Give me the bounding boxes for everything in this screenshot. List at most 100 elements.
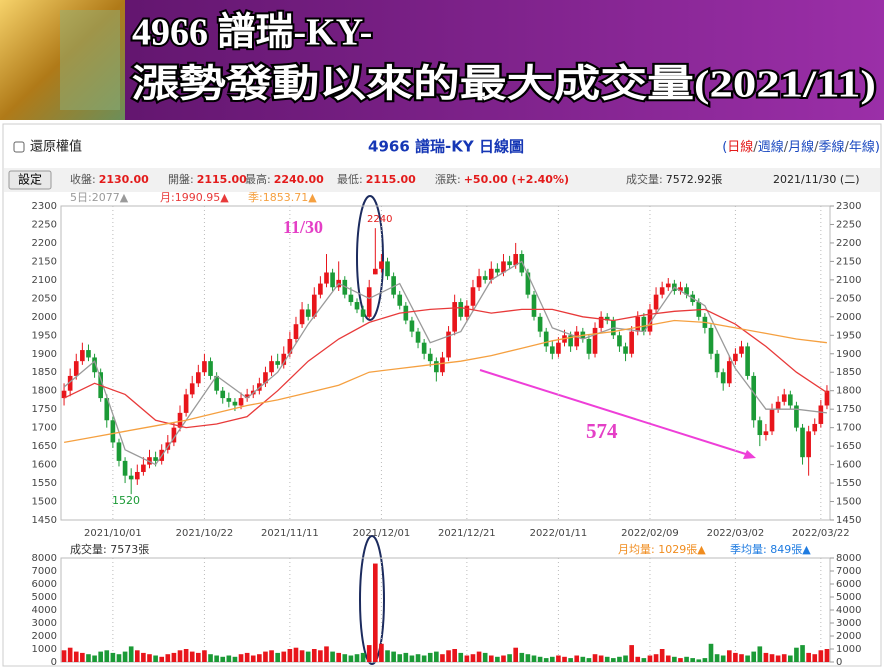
y-tick-label: 1750: [32, 404, 57, 415]
candle-body: [263, 372, 268, 384]
y-tick-label-right: 2200: [836, 238, 861, 249]
volume-bar: [623, 655, 628, 662]
quote-item: 最低: 2115.00: [337, 173, 416, 186]
volume-bar: [452, 649, 457, 662]
quote-date: 2021/11/30 (二): [773, 173, 859, 186]
period-link[interactable]: 年線: [849, 139, 875, 155]
x-tick-label: 2021/10/01: [84, 528, 142, 539]
y-tick-label: 1600: [32, 460, 57, 471]
candle-body: [202, 361, 207, 373]
quote-value: 7572.92張: [666, 173, 723, 186]
candle-body: [476, 276, 482, 288]
candle-body: [781, 394, 787, 402]
volume-bar: [409, 655, 415, 662]
volume-bar: [305, 651, 311, 662]
volume-bar: [134, 650, 140, 662]
volume-tick-label: 2000: [32, 631, 57, 642]
volume-tick-label-right: 1000: [836, 644, 861, 655]
volume-bar: [122, 651, 128, 662]
candle-body: [305, 309, 311, 317]
candle-body: [586, 338, 592, 354]
x-tick-label: 2022/03/02: [707, 528, 765, 539]
y-tick-label: 1450: [32, 515, 57, 526]
period-link[interactable]: 月線: [788, 139, 814, 155]
volume-bar: [794, 647, 799, 662]
candle-body: [372, 268, 378, 275]
candle-body: [574, 331, 580, 347]
checkbox-label[interactable]: 還原權值: [30, 139, 82, 155]
volume-bar: [250, 655, 256, 662]
candle-body: [415, 331, 421, 343]
x-tick-label: 2021/12/01: [353, 528, 411, 539]
candle-body: [421, 342, 427, 354]
candle-body: [751, 375, 757, 421]
legend-entry: 季:1853.71▲: [248, 191, 317, 204]
volume-bar: [165, 654, 171, 662]
volume-bar: [800, 645, 805, 662]
checkbox[interactable]: [13, 141, 25, 153]
volume-bar: [391, 651, 396, 662]
volume-tick-label-right: 7000: [836, 566, 861, 577]
period-link[interactable]: 季線: [819, 139, 845, 155]
candle-body: [128, 475, 134, 480]
volume-tick-label-right: 5000: [836, 592, 861, 603]
candle-body: [177, 412, 183, 428]
settings-button-label[interactable]: 設定: [18, 172, 42, 187]
volume-bar: [348, 655, 354, 662]
volume-bar: [763, 652, 769, 662]
moving-average: [63, 306, 828, 429]
period-separator: /: [753, 140, 758, 155]
volume-bar: [531, 655, 537, 662]
candle-body: [733, 353, 738, 362]
candle-body: [110, 420, 116, 443]
quote-bar: [4, 168, 880, 192]
candle-body: [299, 309, 305, 325]
candle-body: [397, 294, 403, 306]
banner: [0, 0, 884, 120]
candle-body: [653, 294, 659, 310]
candle-body: [531, 294, 537, 317]
candle-body: [208, 361, 213, 376]
volume-bar: [318, 650, 323, 662]
annotation: 574: [586, 419, 618, 443]
quote-label: 最高:: [245, 172, 271, 186]
candle-body: [482, 276, 488, 280]
volume-bar: [311, 649, 317, 662]
volume-bar: [110, 652, 116, 662]
y-tick-label-right: 1650: [836, 441, 861, 452]
quote-item: 收盤: 2130.00: [70, 172, 149, 186]
candle-body: [360, 309, 366, 317]
y-tick-label-right: 1950: [836, 330, 861, 341]
candle-body: [519, 254, 525, 273]
candle-body: [366, 287, 372, 317]
moving-average: [63, 319, 827, 444]
candle-body: [617, 335, 622, 347]
candle-body: [348, 294, 354, 303]
x-tick-label: 2022/01/11: [530, 528, 588, 539]
candle-body: [116, 442, 122, 461]
volume-bar: [665, 655, 671, 662]
candle-body: [488, 268, 494, 280]
volume-bar: [116, 654, 122, 662]
candle-body: [635, 316, 641, 332]
quote-value: 2240.00: [274, 173, 324, 186]
volume-bar: [537, 656, 543, 662]
volume-tick-label: 8000: [32, 553, 57, 564]
volume-bar: [788, 655, 793, 662]
highlight-ellipse: [359, 535, 385, 665]
volume-bar: [421, 655, 427, 662]
candle-body: [598, 316, 604, 328]
x-tick-label: 2022/03/22: [792, 528, 850, 539]
x-tick-label: 2021/12/21: [438, 528, 496, 539]
volume-tick-label: 7000: [32, 566, 57, 577]
candle-body: [434, 361, 439, 373]
candle-body: [537, 316, 543, 332]
candle-body: [196, 372, 201, 384]
period-link[interactable]: 日線: [727, 139, 753, 155]
candle-body: [629, 331, 634, 354]
candle-body: [427, 353, 433, 362]
settings-button[interactable]: [8, 170, 52, 190]
volume-bar: [263, 651, 268, 662]
period-link[interactable]: 週線: [758, 139, 784, 155]
